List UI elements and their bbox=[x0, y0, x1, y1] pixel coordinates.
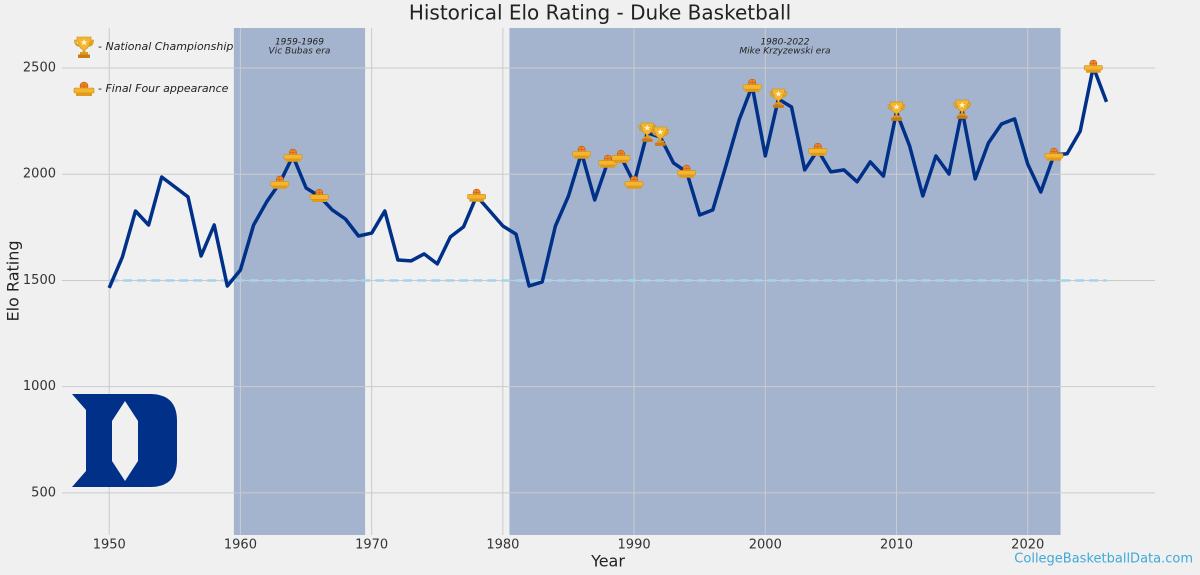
era-name: Mike Krzyzewski era bbox=[739, 47, 830, 57]
era-name: Vic Bubas era bbox=[269, 47, 331, 57]
y-tick-label: 1500 bbox=[23, 273, 56, 288]
legend-trophy-icon bbox=[74, 36, 94, 59]
era-years: 1959-1969 bbox=[275, 38, 324, 48]
legend-final-four-icon bbox=[73, 81, 95, 97]
y-tick-label: 1000 bbox=[23, 379, 56, 394]
x-tick-label: 1970 bbox=[355, 538, 388, 553]
y-tick-label: 2000 bbox=[23, 167, 56, 182]
legend-label: - Final Four appearance bbox=[98, 82, 229, 95]
x-axis-label: Year bbox=[590, 552, 625, 571]
x-tick-label: 1990 bbox=[618, 538, 651, 553]
x-tick-label: 1960 bbox=[224, 538, 257, 553]
legend-label: - National Championship bbox=[98, 40, 233, 53]
x-tick-label: 2020 bbox=[1011, 538, 1044, 553]
x-tick-label: 2010 bbox=[880, 538, 913, 553]
chart-title: Historical Elo Rating - Duke Basketball bbox=[409, 1, 791, 25]
duke-logo bbox=[72, 394, 177, 487]
x-tick-label: 2000 bbox=[749, 538, 782, 553]
y-tick-label: 2500 bbox=[23, 60, 56, 75]
final-four-marker bbox=[1083, 59, 1103, 74]
x-tick-label: 1950 bbox=[93, 538, 126, 553]
final-four-marker bbox=[467, 188, 487, 203]
y-tick-label: 500 bbox=[31, 485, 56, 500]
watermark: CollegeBasketballData.com bbox=[1014, 552, 1193, 567]
y-axis-label: Elo Rating bbox=[4, 240, 23, 321]
era-years: 1980-2022 bbox=[760, 38, 809, 48]
x-tick-label: 1980 bbox=[486, 538, 519, 553]
